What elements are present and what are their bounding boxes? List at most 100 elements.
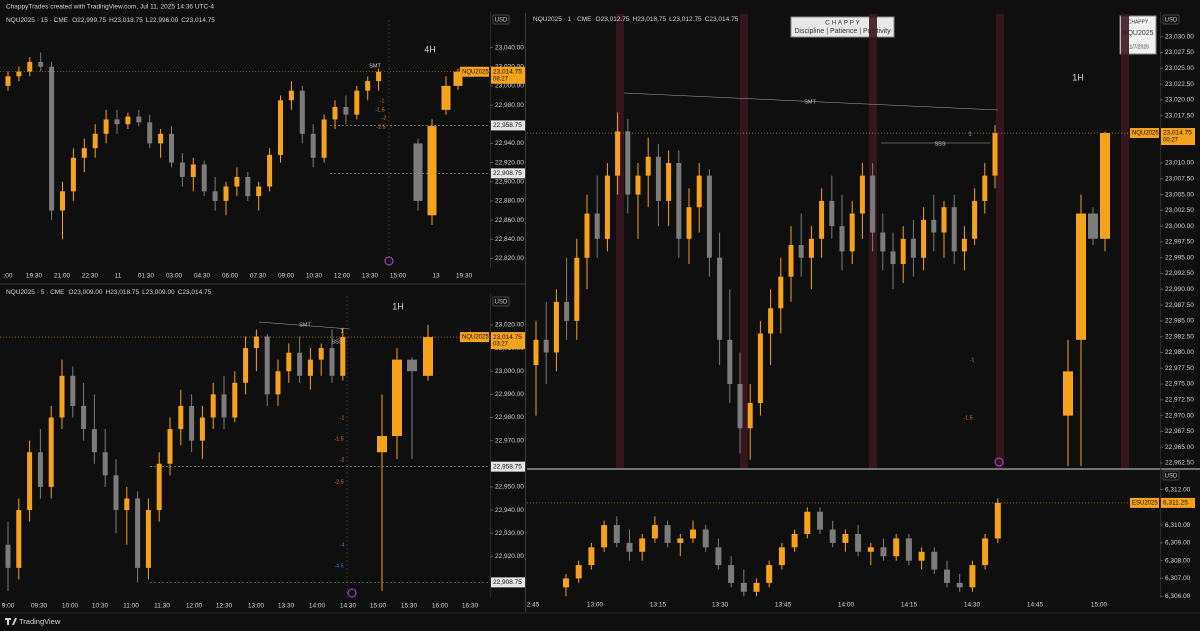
x-tick-label: 11:30 (154, 603, 170, 610)
x-tick-label: 11:00 (123, 603, 139, 610)
candle-body (664, 525, 671, 543)
candle-body (48, 417, 54, 487)
ohlc-value: L23,009.00 (142, 289, 175, 296)
candle-body (677, 538, 684, 543)
candle-body (299, 90, 305, 134)
currency-label: USD (1165, 18, 1178, 24)
x-tick-label: 13:15 (650, 602, 667, 609)
annotation: -2.5 (376, 124, 385, 130)
candle-body (275, 371, 281, 395)
footer-logo (5, 618, 17, 625)
y-tick-label: 23,000.00 (1165, 223, 1194, 230)
y-tick-label: 22,992.50 (1165, 270, 1194, 277)
y-tick-label: 22,972.50 (1165, 397, 1194, 404)
chart-pane: USD23,020.0023,010.0023,000.0022,990.002… (0, 289, 525, 610)
y-tick-label: 22,920.00 (495, 553, 524, 560)
price-tag: NQU2025 (1132, 131, 1159, 137)
candle-body (264, 336, 270, 395)
level-label: 22,958.75 (493, 122, 522, 129)
x-tick-label: 12:30 (216, 603, 233, 610)
chart-pane: USD 23,030.00 23,027.50 23,025.00 23,022.50 2… (527, 12, 1195, 609)
candle-body (92, 133, 98, 149)
y-tick-label: 23,002.50 (1165, 207, 1194, 214)
x-tick-label: 10:30 (306, 273, 323, 280)
candle-body (931, 219, 937, 233)
candle-body (286, 352, 292, 372)
y-tick-label: 22,950.00 (495, 484, 524, 491)
x-tick-label: 16:00 (432, 603, 449, 610)
x-tick-label: 03:00 (166, 273, 183, 280)
candle-body (859, 175, 865, 214)
price-tag: NQU2025 (462, 69, 489, 75)
chart-pane: USD 6,312.00 6,310.00 6,309.00 6,308.00 6,307… (527, 468, 1195, 600)
candle-body (156, 463, 162, 511)
candle-body (376, 71, 382, 82)
candle-body (706, 175, 712, 258)
candle-body (867, 547, 874, 552)
smt-line (258, 321, 351, 330)
ohlc-value: C23,014.75 (178, 289, 212, 296)
candle-body (201, 164, 207, 192)
candle-body (839, 226, 845, 252)
y-tick-label: 22,880.00 (495, 198, 524, 205)
candle-body (992, 133, 998, 176)
candle-body (365, 81, 371, 91)
symbol-name: NQU2025 · 15 · CME (6, 17, 69, 24)
symbol-legend: NQU2025 · 15 · CME O22,999.75 H23,018.75 L2… (6, 17, 215, 24)
candle-body (804, 511, 811, 534)
y-tick-label: 6,306.00 (1165, 593, 1191, 600)
candle-body (574, 257, 580, 321)
annotation: -2 (340, 457, 345, 463)
candle-body (423, 337, 433, 376)
level-label: 22,908.75 (493, 170, 522, 177)
y-tick-label: 6,312.00 (1165, 486, 1191, 493)
candle-body (969, 565, 976, 588)
price-label-box (491, 66, 525, 84)
x-tick-label: 15:00 (1091, 602, 1108, 609)
candle-body (791, 534, 798, 548)
candle-body (651, 525, 658, 539)
y-tick-label: 23,022.50 (1165, 81, 1194, 88)
y-tick-label: 22,965.00 (1165, 444, 1194, 451)
annotation: -1 (340, 415, 345, 421)
candle-body (941, 207, 947, 233)
price-label: 23,014.75 (493, 68, 522, 75)
candle-body (690, 529, 696, 539)
candle-body (135, 498, 141, 568)
x-tick-label: 12:00 (186, 603, 203, 610)
candle-body (944, 569, 950, 583)
candle-body (253, 336, 259, 349)
x-tick-label: 09:30 (31, 603, 48, 610)
ohlc-value: C23,014.75 (705, 16, 739, 23)
candle-body (880, 232, 886, 252)
x-tick-label: 11 (115, 273, 122, 280)
x-tick-label: :00 (3, 273, 12, 280)
y-tick-label: 22,982.50 (1165, 333, 1194, 340)
y-tick-label: 6,308.00 (1165, 557, 1191, 564)
badge: C H A P P Y Discipline | Patience | Posi… (790, 16, 895, 38)
x-tick-label: 14:15 (901, 602, 918, 609)
price-label-box (491, 332, 525, 350)
card-line: NQU2025 (1122, 30, 1153, 37)
annotation: -1 (970, 357, 975, 363)
candle-body (147, 122, 153, 144)
x-tick-label: 04:30 (194, 273, 211, 280)
x-tick-label: 13:45 (775, 602, 792, 609)
candle-body (615, 131, 621, 176)
currency-box (1162, 14, 1180, 25)
candle-body (256, 186, 262, 197)
y-tick-label: 23,000.00 (495, 83, 524, 90)
candle-body (245, 176, 251, 197)
y-tick-label: 22,820.00 (495, 255, 524, 262)
price-label: 6,311.25 (1163, 500, 1188, 507)
x-tick-label: 19:30 (26, 273, 43, 280)
x-tick-label: 09:00 (278, 273, 295, 280)
annotation: -1.5 (334, 436, 343, 442)
ohlc-value: L23,012.75 (669, 16, 702, 23)
candle-body (70, 157, 76, 192)
candle-body (982, 175, 988, 201)
x-tick-label: 16:30 (462, 603, 479, 610)
currency-box (492, 296, 510, 307)
annotation: SSS (934, 141, 945, 147)
candle-body (81, 405, 87, 430)
